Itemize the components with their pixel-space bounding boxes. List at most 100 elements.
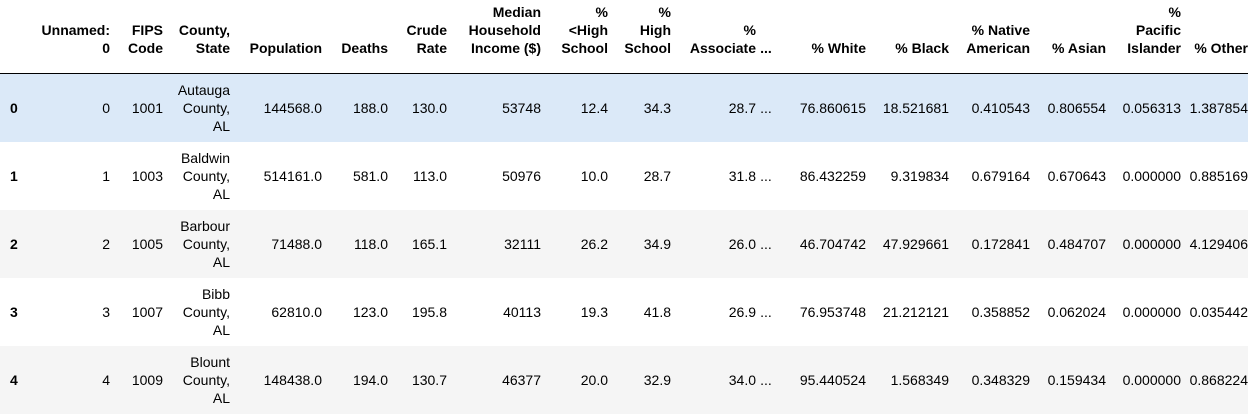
cell-other: 0.885169 xyxy=(1189,168,1248,184)
cell-median-income: 50976 xyxy=(502,168,541,184)
cell-asian: 0.806554 xyxy=(1047,100,1106,116)
cell-ellipsis: ... xyxy=(760,372,772,388)
cell-county-state: Baldwin County, AL xyxy=(180,150,230,202)
row-index: 3 xyxy=(10,304,18,320)
cell-associate: 26.9 xyxy=(728,304,756,320)
cell-deaths: 123.0 xyxy=(352,304,388,320)
cell-high-school: 32.9 xyxy=(643,372,671,388)
cell-deaths: 188.0 xyxy=(352,100,388,116)
table-row: 4 4 1009 Blount County, AL 148438.0 194.… xyxy=(0,346,1248,414)
header-ellipsis: ... xyxy=(756,0,776,74)
cell-county-state: Autauga County, AL xyxy=(177,82,230,134)
cell-ellipsis: ... xyxy=(760,236,772,252)
cell-white: 86.432259 xyxy=(799,168,866,184)
cell-associate: 34.0 xyxy=(728,372,756,388)
header-population: Population xyxy=(230,0,322,74)
cell-native-american: 0.679164 xyxy=(971,168,1030,184)
table-row: 1 1 1003 Baldwin County, AL 514161.0 581… xyxy=(0,142,1248,210)
row-index: 2 xyxy=(10,236,18,252)
cell-white: 95.440524 xyxy=(799,372,866,388)
cell-native-american: 0.172841 xyxy=(971,236,1030,252)
cell-native-american: 0.348329 xyxy=(971,372,1030,388)
cell-black: 21.212121 xyxy=(882,304,949,320)
cell-unnamed: 3 xyxy=(102,304,110,320)
cell-crude-rate: 195.8 xyxy=(411,304,447,320)
cell-high-school: 34.3 xyxy=(643,100,671,116)
cell-deaths: 118.0 xyxy=(354,236,388,252)
header-median-income: Median Household Income ($) xyxy=(447,0,541,74)
cell-population: 514161.0 xyxy=(263,168,322,184)
cell-unnamed: 2 xyxy=(102,236,110,252)
cell-crude-rate: 130.0 xyxy=(411,100,447,116)
cell-unnamed: 1 xyxy=(102,168,110,184)
cell-county-state: Bibb County, AL xyxy=(182,286,230,338)
cell-pacific-islander: 0.000000 xyxy=(1122,168,1181,184)
cell-county-state: Blount County, AL xyxy=(182,354,230,406)
header-asian: % Asian xyxy=(1030,0,1106,74)
cell-crude-rate: 130.7 xyxy=(411,372,447,388)
cell-deaths: 194.0 xyxy=(352,372,388,388)
row-index: 1 xyxy=(10,168,18,184)
header-index xyxy=(0,0,30,74)
header-deaths: Deaths xyxy=(322,0,388,74)
cell-fips-code: 1009 xyxy=(131,372,163,388)
cell-fips-code: 1003 xyxy=(131,168,163,184)
cell-population: 148438.0 xyxy=(263,372,322,388)
header-other: % Other xyxy=(1181,0,1248,74)
cell-population: 62810.0 xyxy=(271,304,322,320)
cell-asian: 0.062024 xyxy=(1047,304,1106,320)
cell-associate: 26.0 xyxy=(728,236,756,252)
header-native-american: % Native American xyxy=(949,0,1030,74)
cell-associate: 31.8 xyxy=(728,168,756,184)
row-index: 0 xyxy=(10,100,18,116)
header-high-school: % High School xyxy=(608,0,671,74)
cell-median-income: 53748 xyxy=(502,100,541,116)
cell-fips-code: 1007 xyxy=(131,304,163,320)
cell-high-school: 28.7 xyxy=(643,168,671,184)
header-crude-rate: Crude Rate xyxy=(388,0,447,74)
cell-unnamed: 0 xyxy=(102,100,110,116)
cell-native-american: 0.358852 xyxy=(971,304,1030,320)
header-pacific-islander: % Pacific Islander xyxy=(1106,0,1181,74)
cell-ellipsis: ... xyxy=(760,168,772,184)
cell-ellipsis: ... xyxy=(760,100,772,116)
cell-county-state: Barbour County, AL xyxy=(180,218,230,270)
cell-white: 76.953748 xyxy=(799,304,866,320)
cell-black: 18.521681 xyxy=(882,100,949,116)
cell-deaths: 581.0 xyxy=(352,168,388,184)
table-header: Unnamed: 0 FIPS Code County, State Popul… xyxy=(0,0,1248,74)
cell-other: 1.387854 xyxy=(1189,100,1248,116)
table-row: 3 3 1007 Bibb County, AL 62810.0 123.0 1… xyxy=(0,278,1248,346)
cell-black: 1.568349 xyxy=(890,372,949,388)
cell-white: 76.860615 xyxy=(799,100,866,116)
header-fips-code: FIPS Code xyxy=(110,0,163,74)
cell-pacific-islander: 0.000000 xyxy=(1122,236,1181,252)
header-black: % Black xyxy=(866,0,949,74)
cell-lt-high-school: 19.3 xyxy=(580,304,608,320)
table-body: 0 0 1001 Autauga County, AL 144568.0 188… xyxy=(0,73,1248,414)
cell-associate: 28.7 xyxy=(728,100,756,116)
cell-asian: 0.670643 xyxy=(1047,168,1106,184)
cell-black: 47.929661 xyxy=(882,236,949,252)
cell-crude-rate: 113.0 xyxy=(413,168,447,184)
cell-asian: 0.484707 xyxy=(1047,236,1106,252)
table-row: 2 2 1005 Barbour County, AL 71488.0 118.… xyxy=(0,210,1248,278)
cell-pacific-islander: 0.000000 xyxy=(1122,372,1181,388)
cell-fips-code: 1005 xyxy=(131,236,163,252)
cell-native-american: 0.410543 xyxy=(971,100,1030,116)
cell-other: 0.868224 xyxy=(1189,372,1248,388)
cell-median-income: 32111 xyxy=(504,236,541,252)
cell-pacific-islander: 0.000000 xyxy=(1122,304,1181,320)
cell-median-income: 40113 xyxy=(503,304,541,320)
cell-other: 0.035442 xyxy=(1189,304,1248,320)
header-county-state: County, State xyxy=(163,0,230,74)
cell-lt-high-school: 20.0 xyxy=(580,372,608,388)
table-row: 0 0 1001 Autauga County, AL 144568.0 188… xyxy=(0,73,1248,142)
cell-white: 46.704742 xyxy=(799,236,866,252)
cell-black: 9.319834 xyxy=(890,168,949,184)
cell-ellipsis: ... xyxy=(760,304,772,320)
cell-pacific-islander: 0.056313 xyxy=(1122,100,1181,116)
cell-population: 144568.0 xyxy=(263,100,322,116)
cell-lt-high-school: 26.2 xyxy=(580,236,608,252)
